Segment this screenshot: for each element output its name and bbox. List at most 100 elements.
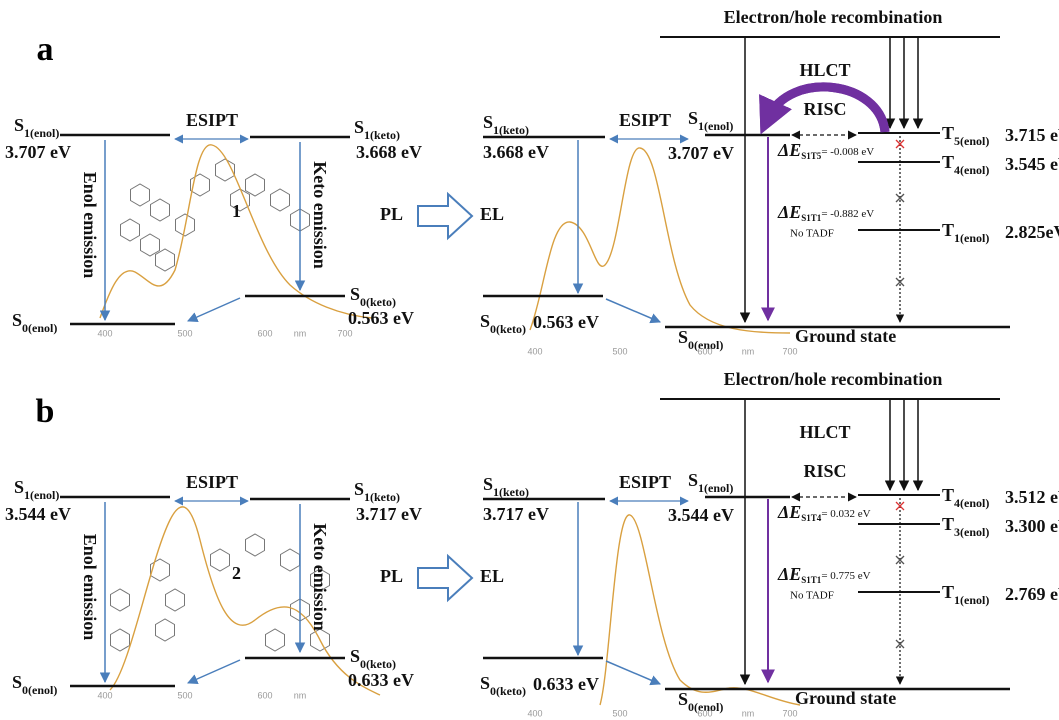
s1-enol-label-sub: 1(enol) <box>698 119 733 133</box>
gap-sub: S1T1 <box>801 213 822 223</box>
gap-label: ΔES1T4= 0.032 eV <box>777 502 871 523</box>
molecule-ring <box>265 628 285 652</box>
arrow <box>605 298 661 324</box>
triplet-label-symbol: T <box>942 485 954 505</box>
pl-label: PL <box>380 566 403 586</box>
energy-label: 3.668 eV <box>356 142 422 162</box>
molecule-ring <box>245 533 265 557</box>
triplet-label: T3(enol) <box>942 514 989 539</box>
s0-enol-label-symbol: S <box>12 672 22 692</box>
s1-keto-label-sub: 1(keto) <box>364 490 400 504</box>
molecule-ring <box>155 248 175 272</box>
energy-label: 3.717 eV <box>483 504 549 524</box>
s0-enol-label: S0(enol) <box>678 327 723 352</box>
conversion-arrow <box>417 553 474 603</box>
recombination-label: Electron/hole recombination <box>724 369 943 389</box>
molecule-ring <box>190 173 210 197</box>
triplet-label-sub: 1(enol) <box>954 593 989 607</box>
s0-enol-label-sub: 0(enol) <box>688 338 723 352</box>
energy-label: 0.563 eV <box>348 308 414 328</box>
panel-label: a <box>37 31 54 68</box>
enol-emission-label: Enol emission <box>80 534 100 641</box>
molecule-ring <box>175 213 195 237</box>
triplet-label-sub: 4(enol) <box>954 496 989 510</box>
gap-value: = 0.032 eV <box>821 508 870 520</box>
risc-label: RISC <box>803 99 846 119</box>
axis-tick-label: 500 <box>612 708 627 718</box>
risc-label: RISC <box>803 461 846 481</box>
energy-label: 0.633 eV <box>533 674 599 694</box>
s1-enol-label-symbol: S <box>14 115 24 135</box>
s0-keto-label-sub: 0(keto) <box>360 657 396 671</box>
s1-keto-label-symbol: S <box>354 479 364 499</box>
gap-sub: S1T4 <box>801 513 822 523</box>
keto-emission-label: Keto emission <box>310 523 330 631</box>
s1-keto-label-symbol: S <box>483 112 493 132</box>
s0-keto-label-sub: 0(keto) <box>490 322 526 336</box>
s1-keto-label-symbol: S <box>483 474 493 494</box>
molecule-ring <box>215 158 235 182</box>
gap-symbol: ΔE <box>777 564 801 584</box>
s0-enol-label-sub: 0(enol) <box>688 700 723 714</box>
no-tadf-label: No TADF <box>790 590 834 602</box>
triplet-label-sub: 5(enol) <box>954 134 989 148</box>
s0-keto-label-symbol: S <box>350 284 360 304</box>
s0-keto-label-symbol: S <box>350 646 360 666</box>
el-spectrum <box>529 147 791 334</box>
s0-enol-label-symbol: S <box>678 327 688 347</box>
triplet-label-symbol: T <box>942 152 954 172</box>
molecule-ring <box>155 618 175 642</box>
gap-label: ΔES1T1= -0.882 eV <box>777 202 874 223</box>
arrow <box>187 659 241 684</box>
axis-tick-label: 500 <box>177 690 192 700</box>
axis-unit: nm <box>742 708 755 718</box>
molecule-ring <box>150 198 170 222</box>
gap-value: = 0.775 eV <box>821 570 870 582</box>
gap-label: ΔES1T1= 0.775 eV <box>777 564 871 585</box>
gap-value: = -0.882 eV <box>821 208 874 220</box>
axis-tick-label: 400 <box>97 690 112 700</box>
ground-state-label: Ground state <box>795 326 896 346</box>
esipt-label: ESIPT <box>186 110 238 130</box>
s0-keto-label-sub: 0(keto) <box>490 684 526 698</box>
molecule-ring <box>150 558 170 582</box>
ground-state-label: Ground state <box>795 688 896 708</box>
energy-label: 0.563 eV <box>533 312 599 332</box>
esipt-label: ESIPT <box>619 472 671 492</box>
arrow <box>605 660 661 686</box>
energy-label: 3.707 eV <box>5 142 71 162</box>
s0-keto-label: S0(keto) <box>350 646 396 671</box>
energy-label: 3.512 eV <box>1005 487 1059 507</box>
s1-keto-label-sub: 1(keto) <box>493 123 529 137</box>
triplet-label-symbol: T <box>942 123 954 143</box>
axis-unit: nm <box>742 346 755 356</box>
s0-keto-label: S0(keto) <box>480 673 526 698</box>
axis-unit: nm <box>294 328 307 338</box>
molecule-ring <box>270 188 290 212</box>
molecule-ring <box>110 628 130 652</box>
axis-tick-label: 500 <box>612 346 627 356</box>
forbidden-mark <box>895 139 905 149</box>
molecule-ring <box>120 218 140 242</box>
s0-enol-label: S0(enol) <box>12 672 57 697</box>
molecule-ring <box>210 548 230 572</box>
el-label: EL <box>480 204 504 224</box>
energy-label: 0.633 eV <box>348 670 414 690</box>
s1-enol-label-sub: 1(enol) <box>698 481 733 495</box>
axis-tick-label: 700 <box>782 708 797 718</box>
s0-enol-label-sub: 0(enol) <box>22 683 57 697</box>
forbidden-mark <box>895 555 905 565</box>
forbidden-mark <box>895 639 905 649</box>
energy-label: 3.717 eV <box>356 504 422 524</box>
no-tadf-label: No TADF <box>790 228 834 240</box>
s0-enol-label-symbol: S <box>678 689 688 709</box>
triplet-label: T4(enol) <box>942 485 989 510</box>
forbidden-mark <box>895 277 905 287</box>
molecule-ring <box>230 188 250 212</box>
triplet-label-sub: 1(enol) <box>954 231 989 245</box>
molecule-ring <box>310 628 330 652</box>
pl-spectrum <box>99 144 373 319</box>
s1-enol-label: S1(enol) <box>14 115 59 140</box>
gap-label: ΔES1T5= -0.008 eV <box>777 140 874 161</box>
